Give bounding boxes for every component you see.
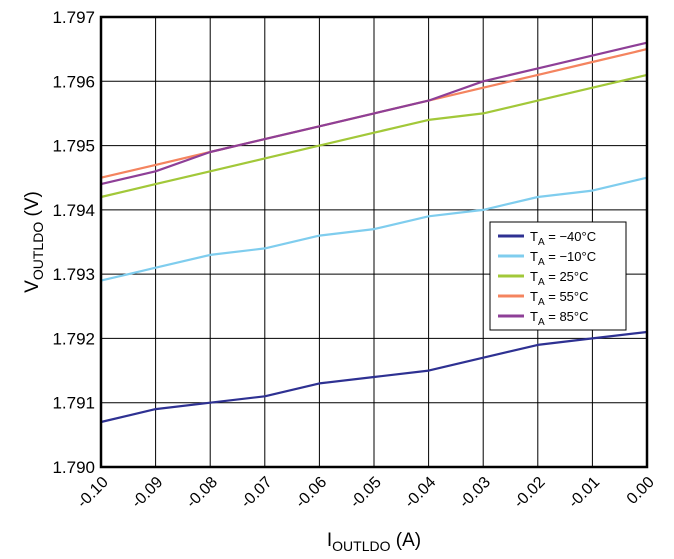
plot-frame — [99, 15, 649, 469]
x-tick-label: -0.05 — [347, 474, 385, 512]
x-tick-label: -0.07 — [238, 474, 276, 512]
x-axis-label: IOUTLDO (A) — [327, 530, 421, 554]
legend-entry: TA = 25°C — [530, 269, 589, 288]
x-tick-label: -0.04 — [402, 474, 440, 512]
x-tick-label: -0.03 — [456, 474, 494, 512]
y-tick-label: 1.796 — [52, 72, 95, 91]
x-tick-labels: -0.10 -0.09 -0.08 -0.07 -0.06 -0.05 -0.04 -0.03… — [74, 474, 658, 512]
legend-entry: TA = 55°C — [530, 289, 589, 308]
x-tick-label: -0.06 — [292, 474, 330, 512]
series-line-1 — [100, 330, 648, 424]
y-tick-label: 1.791 — [52, 394, 95, 413]
x-tick-label: -0.01 — [565, 474, 603, 512]
series-line-3 — [100, 73, 648, 199]
y-tick-labels: 1.797 1.796 1.795 1.794 1.793 1.792 1.791 1.790 — [52, 8, 95, 477]
series-line-2 — [100, 176, 648, 282]
y-tick-label: 1.795 — [52, 137, 95, 156]
y-tick-label: 1.793 — [52, 265, 95, 284]
x-tick-label: -0.02 — [511, 474, 549, 512]
legend-entry: TA = 85°C — [530, 309, 589, 328]
series-line-5 — [100, 41, 648, 186]
legend-entry: TA = −40°C — [530, 229, 596, 248]
series-lines — [100, 41, 648, 424]
legend-items: TA = −40°CTA = −10°CTA = 25°CTA = 55°CTA… — [498, 229, 596, 328]
y-tick-label: 1.790 — [52, 458, 95, 477]
x-tick-label: -0.10 — [74, 474, 112, 512]
y-axis-label: VOUTLDO (V) — [22, 191, 46, 293]
y-tick-label: 1.794 — [52, 201, 95, 220]
y-tick-label: 1.797 — [52, 8, 95, 27]
x-tick-label: -0.09 — [129, 474, 167, 512]
legend-entry: TA = −10°C — [530, 249, 596, 268]
x-tick-label: -0.08 — [183, 474, 221, 512]
x-tick-label: 0.00 — [624, 474, 658, 508]
legend: TA = −40°CTA = −10°CTA = 25°CTA = 55°CTA… — [489, 221, 627, 331]
y-tick-label: 1.792 — [52, 329, 95, 348]
